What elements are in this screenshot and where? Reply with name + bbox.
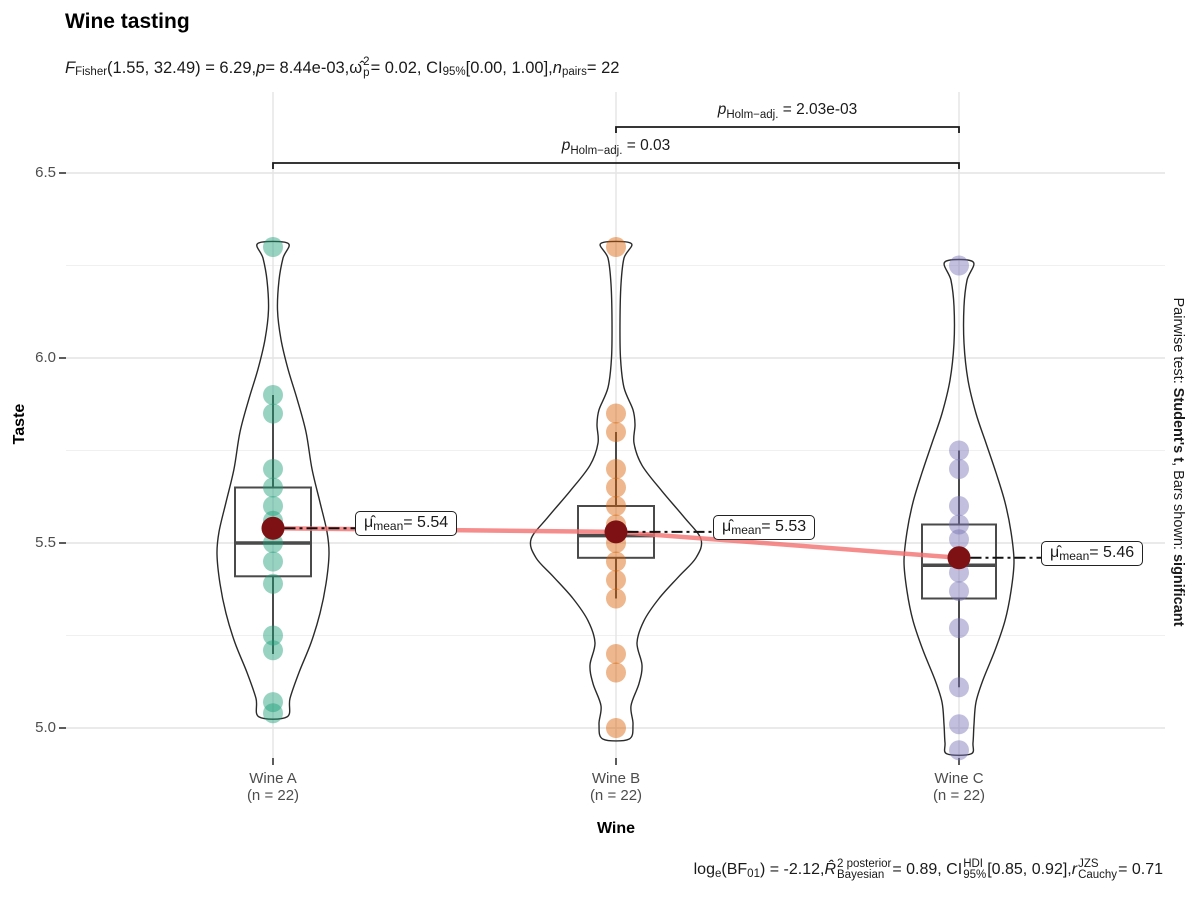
stat-R2-symbol: R̂ [824, 861, 837, 878]
stat-r-symbol: r [1071, 861, 1078, 878]
plot-subtitle: F Fisher (1.55, 32.49) = 6.29, p = 8.44e-0… [65, 56, 620, 79]
x-axis-title: Wine [596, 820, 636, 837]
mean-label-wine-a: μ̂ mean = 5.54 [355, 511, 458, 537]
pairwise-label-b-c: pHolm−adj. = 2.03e-03 [717, 101, 858, 121]
pairwise-label-a-c: pHolm−adj. = 0.03 [561, 137, 671, 157]
x-tick-wine-c: Wine C (n = 22) [932, 770, 986, 804]
pairwise-test-annotation: Pairwise test: Student's t, Bars shown: … [1170, 297, 1186, 627]
stat-p-symbol: p [256, 58, 266, 77]
mean-label-wine-c: μ̂ mean = 5.46 [1041, 540, 1144, 566]
bayes-factor-caption: log e (BF 01) = -2.12, R̂ 2 posterior Bayesia… [693, 858, 1163, 881]
y-tick-5.0: 5.0 [35, 719, 56, 736]
y-tick-6.5: 6.5 [35, 164, 56, 181]
stat-n-symbol: n [552, 58, 562, 77]
y-tick-6.0: 6.0 [35, 349, 56, 366]
stat-F-symbol: F [65, 58, 76, 77]
y-tick-5.5: 5.5 [35, 534, 56, 551]
x-tick-wine-a: Wine A (n = 22) [246, 770, 300, 804]
x-tick-wine-b: Wine B (n = 22) [589, 770, 643, 804]
y-axis-title: Taste [11, 403, 28, 445]
stat-omega-symbol: ω̂ [349, 58, 363, 77]
plot-title: Wine tasting [65, 10, 190, 33]
mean-label-wine-b: μ̂ mean = 5.53 [713, 514, 816, 540]
